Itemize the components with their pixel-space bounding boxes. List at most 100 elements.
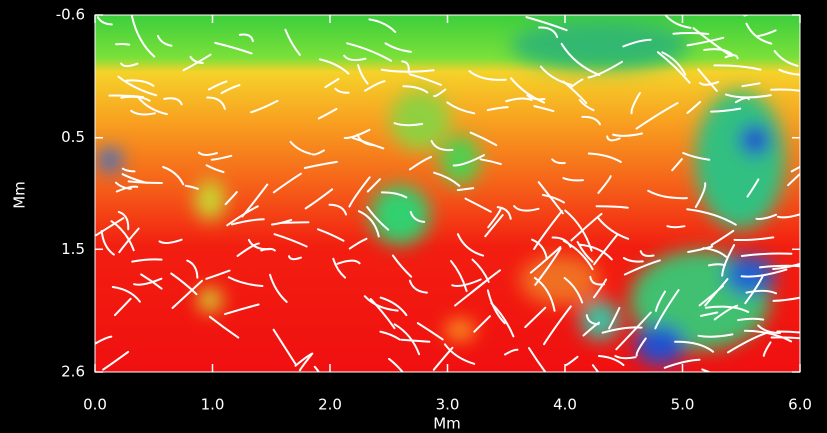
streamline bbox=[102, 350, 130, 371]
streamline bbox=[757, 324, 781, 334]
streamline bbox=[131, 258, 163, 263]
y-tick-label: -0.6 bbox=[56, 6, 85, 24]
streamline bbox=[533, 105, 555, 113]
streamline bbox=[408, 73, 442, 86]
streamline bbox=[391, 254, 413, 278]
streamline bbox=[672, 32, 710, 35]
streamline bbox=[117, 75, 158, 97]
streamline bbox=[538, 26, 559, 39]
streamline bbox=[647, 189, 688, 200]
streamline bbox=[433, 171, 461, 187]
streamline bbox=[639, 250, 655, 258]
streamline bbox=[622, 257, 644, 263]
streamline bbox=[115, 42, 131, 46]
streamline bbox=[366, 206, 390, 231]
streamline bbox=[551, 236, 572, 248]
streamline bbox=[272, 328, 297, 365]
streamline bbox=[433, 88, 447, 98]
streamline bbox=[464, 197, 492, 213]
streamline bbox=[597, 175, 612, 194]
streamline bbox=[513, 205, 540, 212]
streamline bbox=[189, 55, 204, 64]
streamline bbox=[585, 314, 600, 326]
streamline bbox=[110, 220, 135, 252]
x-tick-label: 1.0 bbox=[201, 396, 225, 414]
streamline bbox=[206, 96, 226, 110]
streamline bbox=[531, 238, 548, 261]
streamline bbox=[562, 80, 588, 104]
streamline bbox=[284, 28, 301, 56]
streamline bbox=[184, 184, 199, 190]
streamline bbox=[334, 87, 350, 94]
streamline bbox=[724, 54, 739, 60]
streamline bbox=[294, 352, 314, 367]
streamline bbox=[713, 304, 739, 321]
x-tick-label: 6.0 bbox=[788, 396, 812, 414]
streamline bbox=[570, 212, 603, 242]
axes: 0.0 1.0 2.0 3.0 4.0 5.0 6.0 -0.6 0.5 1.5 2.6 bbox=[56, 6, 812, 414]
streamline bbox=[408, 279, 428, 294]
streamline bbox=[469, 131, 498, 147]
streamline bbox=[686, 208, 737, 226]
streamline bbox=[692, 27, 733, 57]
streamline bbox=[118, 227, 140, 254]
streamline bbox=[117, 210, 130, 231]
streamline bbox=[623, 259, 661, 276]
streamline bbox=[700, 311, 719, 317]
streamline bbox=[699, 81, 720, 86]
streamline bbox=[289, 140, 312, 155]
streamline bbox=[133, 277, 163, 286]
streamline bbox=[100, 230, 115, 256]
streamline bbox=[95, 217, 125, 237]
streamline bbox=[115, 181, 132, 190]
y-tick-label: 1.5 bbox=[61, 240, 85, 258]
streamline bbox=[686, 36, 725, 47]
streamline bbox=[369, 298, 396, 330]
streamline bbox=[710, 107, 742, 113]
streamline bbox=[346, 42, 393, 62]
streamline bbox=[541, 193, 565, 204]
streamline bbox=[456, 187, 475, 192]
streamline bbox=[318, 58, 350, 75]
streamline bbox=[121, 167, 136, 173]
streamline bbox=[614, 355, 637, 360]
streamline bbox=[762, 341, 772, 357]
streamline bbox=[357, 64, 369, 85]
streamline bbox=[162, 166, 185, 186]
streamline bbox=[130, 109, 156, 116]
streamline bbox=[446, 101, 476, 115]
streamline bbox=[238, 33, 254, 43]
streamline bbox=[533, 210, 563, 250]
streamline bbox=[205, 164, 225, 174]
streamline bbox=[524, 306, 547, 329]
streamline bbox=[186, 259, 199, 279]
x-tick-label: 2.0 bbox=[318, 396, 342, 414]
streamline bbox=[197, 151, 218, 156]
streamline bbox=[379, 330, 401, 341]
streamline bbox=[694, 182, 707, 208]
streamline bbox=[703, 48, 734, 56]
streamline bbox=[587, 152, 622, 163]
streamline bbox=[402, 85, 429, 94]
streamline bbox=[336, 259, 361, 265]
streamline bbox=[479, 158, 502, 166]
streamline bbox=[579, 243, 613, 261]
streamline bbox=[661, 51, 687, 76]
streamline bbox=[635, 102, 679, 130]
x-tick-label: 4.0 bbox=[553, 396, 577, 414]
streamline bbox=[622, 38, 652, 48]
streamline bbox=[727, 331, 770, 354]
streamline bbox=[745, 22, 773, 45]
streamline bbox=[171, 279, 203, 309]
streamline bbox=[533, 276, 556, 312]
streamlines bbox=[95, 15, 800, 372]
streamline bbox=[226, 205, 259, 227]
streamline bbox=[332, 257, 347, 279]
streamline bbox=[539, 65, 573, 86]
streamline bbox=[564, 355, 579, 367]
streamline bbox=[114, 297, 132, 317]
streamline bbox=[593, 278, 608, 299]
streamline bbox=[401, 60, 410, 74]
streamline bbox=[409, 210, 426, 223]
